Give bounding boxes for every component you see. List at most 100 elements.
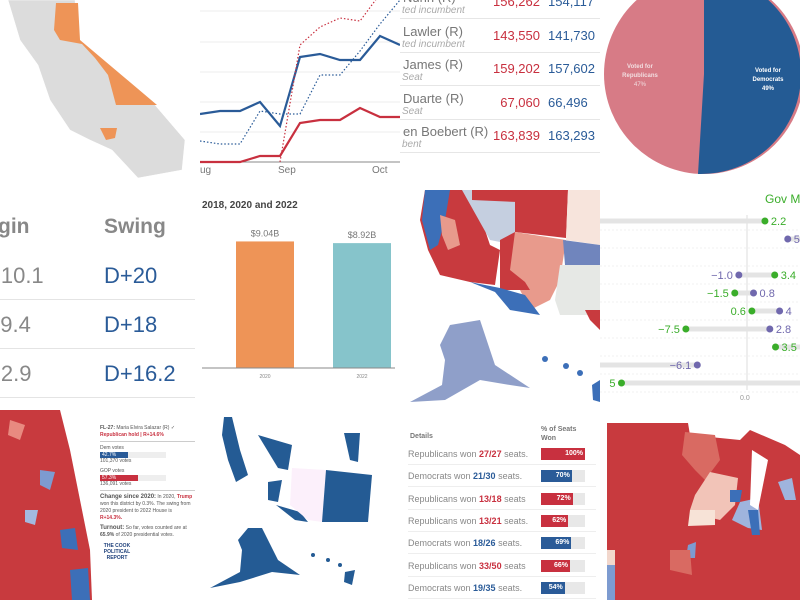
green-value-label: 0.6 [731,306,746,318]
bar-2020[interactable] [236,241,294,368]
green-dot[interactable] [731,289,739,297]
seats-row: Democrats won 18/26 seats. 69% [408,532,596,555]
alaska[interactable] [210,528,300,588]
seats-won-table: Details % of Seats Won Republicans won 2… [400,410,600,600]
gop-votes-bar: 57.3% [100,475,138,481]
green-dot[interactable] [772,343,780,351]
header-details: Details [410,433,433,440]
western-district-map[interactable] [400,190,600,410]
swing-row: +2.9 D+16.2 [0,349,195,398]
green-dot[interactable] [761,217,769,225]
bar-data-label: $9.04B [251,228,280,238]
western-us-district-map [400,190,600,410]
dem-votes: 154,117 [548,0,595,9]
seats-bar-track: 54% [541,581,585,594]
seats-pct-bar: 100% [541,448,585,460]
header-margin: gin [0,215,30,238]
dem-votes-count: 101,370 votes [100,458,132,464]
rep-votes: 163,839 [493,128,540,143]
seats-pct-bar: 69% [541,537,572,550]
candidate-name: James (R) [403,57,463,72]
change-since-2020: Change since 2020: In 2020, Trump won th… [100,494,193,521]
pie-slice-democrats[interactable] [698,0,800,175]
x-tick-label: 2020 [259,374,270,380]
seats-row: Democrats won 21/30 seats. 70% [408,465,596,488]
x-tick-sep: Sep [278,165,296,176]
incumbent-row[interactable]: Lawler (R) ted incumbent 143,550 141,730 [400,20,600,53]
series-label-gov: Gov M [765,192,800,206]
incumbent-row[interactable]: James (R) Seat 159,202 157,602 [400,53,600,86]
line-series-dotted[interactable] [279,0,400,163]
candidate-status: ted incumbent [402,38,465,50]
incumbent-row[interactable]: Nunn (R) ted incumbent 156,262 154,117 [400,0,600,19]
dem-votes: 66,496 [548,94,588,110]
swing-value: D+20 [104,263,158,288]
rep-votes: 143,550 [493,27,540,43]
green-dot[interactable] [771,271,779,279]
florida-district-tile: FL-27: Maria Elvira Salazar (R) ✓ Republ… [0,410,200,600]
green-value-label: −7.5 [658,324,680,336]
incumbent-row[interactable]: en Boebert (R) bent 163,839 163,293 [400,120,600,153]
green-dot[interactable] [617,379,625,387]
seats-bar-track: 66% [541,559,585,572]
seats-detail: Republicans won 13/21 seats. [408,515,529,526]
purple-dot[interactable] [750,289,758,297]
green-dot[interactable] [748,307,756,315]
line-series-solid[interactable] [200,106,400,164]
green-value-label: 3.4 [781,270,796,282]
candidate-status: Seat [402,105,423,117]
line-series-dotted[interactable] [200,0,400,145]
seats-detail: Republicans won 33/50 seats [408,560,526,571]
california-map[interactable] [0,0,200,190]
district-info-panel: FL-27: Maria Elvira Salazar (R) ✓ Republ… [100,425,195,561]
seats-pct-bar: 66% [541,559,571,572]
green-value-label: 2.2 [771,216,786,228]
district-title: FL-27: Maria Elvira Salazar (R) ✓ [100,425,176,431]
header-pct-seats: % of Seats Won [541,426,577,442]
dem-slice-label: Voted for Democrats 49% [752,68,784,92]
seats-bar-track: 69% [541,537,585,550]
green-dot[interactable] [682,325,690,333]
dem-seats-map[interactable] [200,410,400,600]
seats-detail: Democrats won 21/30 seats. [408,471,523,482]
swing-row: +10.1 D+20 [0,251,195,300]
candidate-name: Lawler (R) [403,23,463,39]
purple-dot[interactable] [776,307,784,315]
incumbent-row[interactable]: Duarte (R) Seat 67,060 66,496 [400,87,600,120]
turnout: Turnout: So far, votes counted are at 65… [100,525,187,538]
cook-political-report-logo: THE COOK POLITICAL REPORT [103,543,131,561]
fundraising-line-chart: ug Sep Oct [200,0,400,190]
district-status: Republican hold | R+14.6% [100,432,195,442]
seats-bar-track: 70% [541,470,585,483]
candidate-name: Nunn (R) [403,0,456,5]
line-series-solid[interactable] [200,34,400,129]
seats-row: Republicans won 13/21 seats. 62% [408,510,596,532]
bar-2022[interactable] [333,243,391,368]
alaska[interactable] [410,320,530,402]
midwest-map[interactable] [600,410,800,600]
orange-district-north[interactable] [54,3,157,105]
dem-votes: 141,730 [548,27,595,43]
purple-dot[interactable] [784,235,792,243]
swing-row: 29.4 D+18 [0,300,195,349]
chart-title: 2018, 2020 and 2022 [202,200,298,211]
seats-row: Republicans won 13/18 seats 72% [408,488,596,510]
orange-district-south[interactable] [100,128,117,140]
swing-value: D+16.2 [104,361,176,386]
purple-dot[interactable] [766,325,774,333]
purple-dot[interactable] [693,361,701,369]
header-swing: Swing [104,215,166,238]
candidate-name: Duarte (R) [403,90,464,106]
seats-detail: Republicans won 13/18 seats [408,493,526,504]
purple-value-label: 5.0 [794,234,800,246]
seats-row: Democrats won 19/35 seats. 54% [408,577,596,599]
purple-value-label: 0.8 [760,288,775,300]
florida-district-map[interactable] [0,410,95,600]
seats-pct-bar: 70% [541,470,572,483]
gop-votes-label: GOP votes [100,468,125,474]
gop-votes-count: 136,091 votes [100,481,195,491]
x-tick-aug: ug [200,165,212,176]
spending-bar-chart: 2018, 2020 and 2022 $9.04B 2020 $8.92B 2022 [200,190,400,410]
california-map-tile [0,0,200,190]
purple-dot[interactable] [735,271,743,279]
